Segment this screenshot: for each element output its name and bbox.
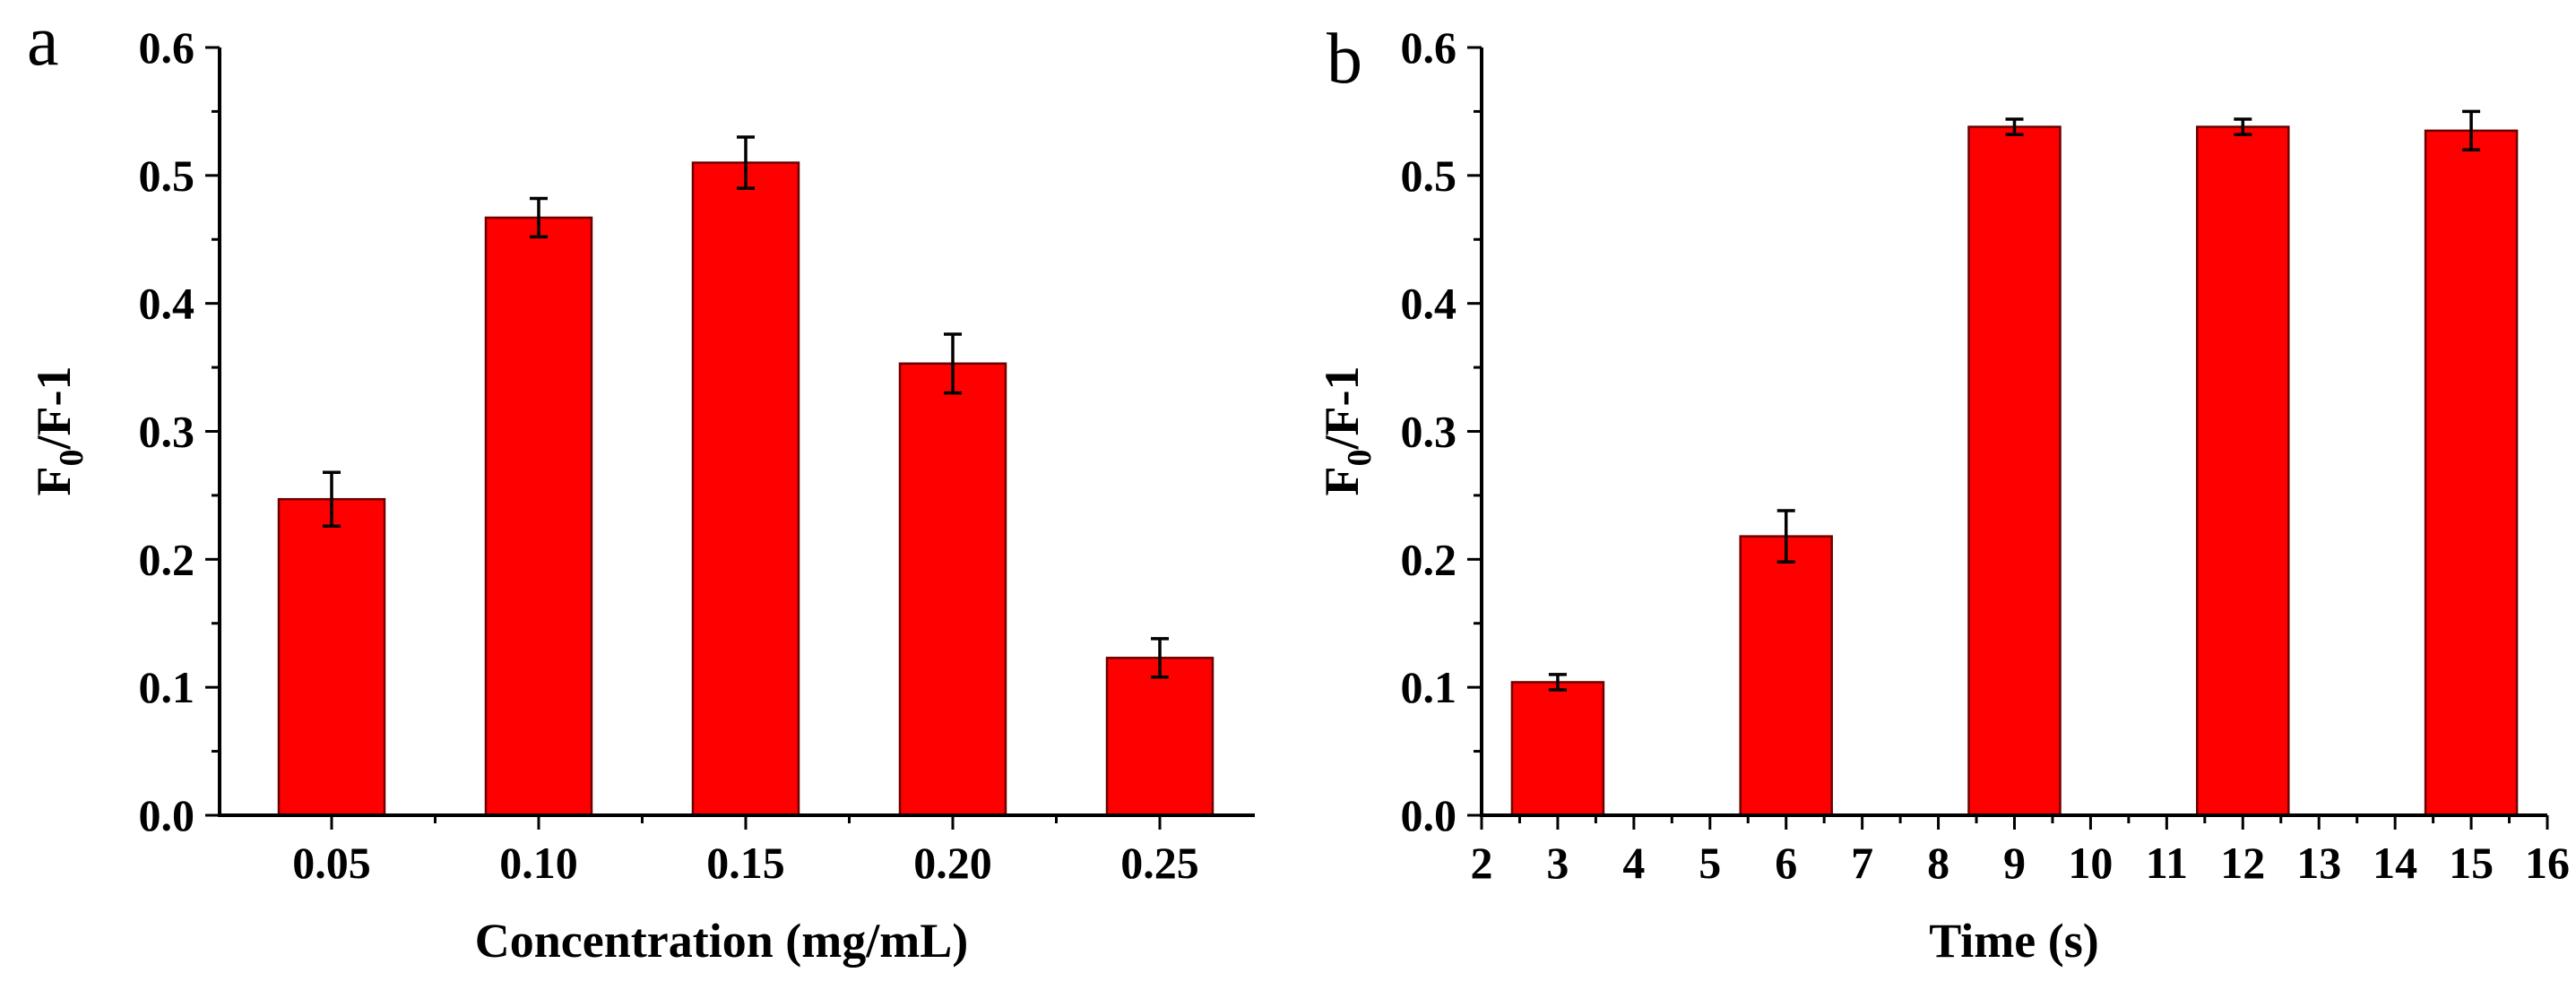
x-tick-label: 0.15 — [706, 838, 785, 888]
panel-a-y-axis-title-sub: 0 — [53, 449, 91, 466]
panel-a-bars — [277, 161, 1215, 817]
panel-b-chart: b 0.0 0.1 0.2 0.3 0.4 0.5 0.6 2 3 4 5 6 7 8 9 10 11 12 13… — [1315, 20, 2570, 968]
panel-b-y-ticks: 0.0 0.1 0.2 0.3 0.4 0.5 0.6 — [1401, 22, 1482, 840]
x-tick-label: 8 — [1927, 838, 1949, 888]
bar — [898, 362, 1007, 817]
bar — [484, 216, 593, 817]
panel-b-error-bars — [1548, 109, 2481, 692]
x-tick-label: 15 — [2449, 838, 2494, 888]
y-tick-label: 0.5 — [139, 151, 195, 201]
y-tick-label: 0.5 — [1401, 151, 1457, 201]
x-tick-label: 14 — [2373, 838, 2417, 888]
panel-a-x-axis-title: Concentration (mg/mL) — [475, 914, 968, 968]
error-bar — [2005, 117, 2024, 136]
bar — [1105, 657, 1215, 817]
panel-a-y-ticks: 0.0 0.1 0.2 0.3 0.4 0.5 0.6 — [139, 22, 220, 840]
x-tick-label: 11 — [2146, 838, 2188, 888]
panel-b-label: b — [1327, 20, 1362, 99]
panel-a-x-ticks: 0.05 0.10 0.15 0.20 0.25 — [292, 815, 1199, 888]
panel-b-y-axis-title-sub: 0 — [1341, 449, 1379, 466]
x-tick-label: 0.10 — [499, 838, 578, 888]
x-tick-label: 6 — [1775, 838, 1797, 888]
x-tick-label: 3 — [1546, 838, 1569, 888]
panel-a-y-axis-title-main: F — [27, 466, 81, 495]
panel-a-y-axis-title: F0/F-1 — [27, 366, 91, 496]
y-tick-label: 0.4 — [139, 279, 195, 329]
y-tick-label: 0.3 — [1401, 407, 1457, 457]
y-tick-label: 0.1 — [1401, 662, 1457, 712]
panel-b-x-axis-title: Time (s) — [1929, 914, 2098, 968]
error-bar — [944, 332, 962, 395]
x-tick-label: 0.05 — [292, 838, 371, 888]
x-tick-label: 2 — [1471, 838, 1493, 888]
panel-a-chart: a 0.0 0.1 0.2 0.3 0.4 0.5 0.6 0.05 0.10 0.15 0.20… — [27, 2, 1255, 968]
error-bar — [1548, 673, 1567, 692]
x-tick-label: 7 — [1851, 838, 1873, 888]
panel-a-error-bars — [323, 135, 1169, 679]
panel-b-y-axis-title-main: F — [1315, 466, 1369, 495]
error-bar — [1151, 637, 1169, 679]
x-tick-label: 5 — [1699, 838, 1721, 888]
y-tick-label: 0.6 — [139, 22, 195, 73]
y-tick-label: 0.1 — [139, 662, 195, 712]
y-tick-label: 0.0 — [1401, 790, 1457, 840]
x-tick-label: 9 — [2003, 838, 2026, 888]
bar — [1739, 535, 1833, 817]
error-bar — [323, 470, 341, 528]
panel-a-y-axis-title-rest: /F-1 — [27, 366, 81, 451]
panel-b-x-ticks: 2 3 4 5 6 7 8 9 10 11 12 13 14 15 16 — [1471, 815, 2570, 888]
y-tick-label: 0.4 — [1401, 279, 1457, 329]
bar — [277, 497, 386, 817]
bar — [1967, 125, 2062, 817]
x-tick-label: 12 — [2220, 838, 2265, 888]
y-tick-label: 0.0 — [139, 790, 195, 840]
x-tick-label: 13 — [2296, 838, 2341, 888]
error-bar — [2234, 117, 2252, 136]
error-bar — [737, 135, 755, 190]
error-bar — [2462, 109, 2481, 152]
bar — [2196, 125, 2290, 817]
bar — [691, 161, 800, 817]
error-bar — [1776, 509, 1795, 564]
x-tick-label: 16 — [2525, 838, 2570, 888]
bar — [1510, 681, 1605, 817]
y-tick-label: 0.3 — [139, 407, 195, 457]
y-tick-label: 0.6 — [1401, 22, 1457, 73]
error-bar — [530, 196, 548, 239]
panel-b-y-axis-title-rest: /F-1 — [1315, 366, 1369, 451]
x-tick-label: 4 — [1622, 838, 1645, 888]
y-tick-label: 0.2 — [1401, 534, 1457, 584]
x-tick-label: 10 — [2068, 838, 2113, 888]
bar — [2424, 129, 2519, 817]
panel-b-bars — [1510, 125, 2519, 817]
panel-a-label: a — [27, 2, 59, 81]
y-tick-label: 0.2 — [139, 534, 195, 584]
x-tick-label: 0.20 — [913, 838, 992, 888]
x-tick-label: 0.25 — [1120, 838, 1199, 888]
panel-b-y-axis-title: F0/F-1 — [1315, 366, 1379, 496]
